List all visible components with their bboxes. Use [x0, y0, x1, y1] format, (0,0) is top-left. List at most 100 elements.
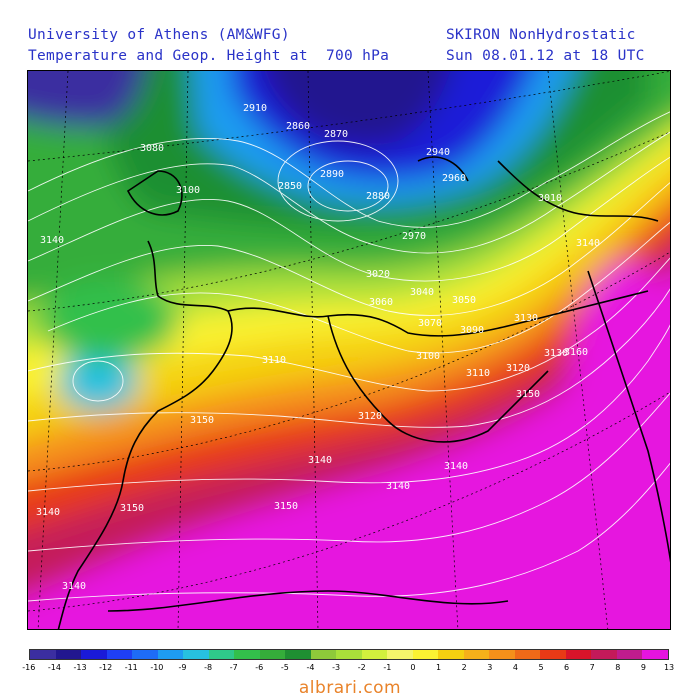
colorbar-swatch: [591, 650, 617, 659]
contour-label: 3150: [190, 415, 214, 426]
contour-label: 2880: [366, 191, 390, 202]
colorbar-swatch: [285, 650, 311, 659]
contour-label: 2850: [278, 181, 302, 192]
forecast-map-graphic: 2910 2860 2870 2940 2960 3010 3080 3100 …: [28, 71, 670, 629]
colorbar-label: -16: [22, 663, 36, 672]
colorbar-label: 9: [640, 663, 646, 672]
contour-labels: 2910 2860 2870 2940 2960 3010 3080 3100 …: [36, 103, 600, 592]
contour-label: 3060: [369, 297, 393, 308]
colorbar-label: 6: [564, 663, 570, 672]
contour-label: 3150: [120, 503, 144, 514]
colorbar-label: -8: [204, 663, 213, 672]
colorbar-label: -12: [99, 663, 113, 672]
colorbar-swatch: [106, 650, 133, 659]
colorbar-label: 1: [436, 663, 442, 672]
colorbar-label: 0: [410, 663, 416, 672]
colorbar-swatch: [157, 650, 184, 659]
colorbar-label: -9: [178, 663, 187, 672]
contour-label: 3100: [176, 185, 200, 196]
contour-label: 3140: [40, 235, 64, 246]
colorbar-label: -5: [280, 663, 289, 672]
colorbar-label: -7: [229, 663, 238, 672]
contour-label: 3150: [274, 501, 298, 512]
colorbar-label: -1: [383, 663, 392, 672]
forecast-map: 2910 2860 2870 2940 2960 3010 3080 3100 …: [27, 70, 671, 630]
contour-label: 3010: [538, 193, 562, 204]
colorbar-swatch: [336, 650, 362, 659]
contour-label: 3140: [36, 507, 60, 518]
colorbar-swatch: [565, 650, 592, 659]
colorbar-label: -13: [73, 663, 87, 672]
colorbar-swatch: [514, 650, 541, 659]
contour-label: 3140: [444, 461, 468, 472]
contour-label: 3140: [576, 238, 600, 249]
contour-label: 2960: [442, 173, 466, 184]
contour-label: 2940: [426, 147, 450, 158]
contour-label: 3100: [416, 351, 440, 362]
colorbar-label: 7: [589, 663, 595, 672]
contour-label: 2890: [320, 169, 344, 180]
colorbar-swatch: [55, 650, 82, 659]
contour-label: 2910: [243, 103, 267, 114]
colorbar-label: 4: [512, 663, 518, 672]
colorbar-label: 5: [538, 663, 544, 672]
colorbar-swatch: [132, 650, 158, 659]
colorbar-swatch: [183, 650, 209, 659]
temperature-colorbar: [29, 649, 669, 660]
contour-label: 3040: [410, 287, 434, 298]
colorbar-swatch: [642, 650, 668, 659]
title-valid-time: Sun 08.01.12 at 18 UTC: [446, 48, 645, 64]
contour-label: 3140: [308, 455, 332, 466]
colorbar-label: 2: [461, 663, 467, 672]
colorbar-swatch: [489, 650, 515, 659]
contour-label: 3150: [516, 389, 540, 400]
contour-label: 3120: [506, 363, 530, 374]
colorbar-label: -2: [357, 663, 366, 672]
title-institution: University of Athens (AM&WFG): [28, 27, 290, 43]
colorbar-swatch: [234, 650, 260, 659]
contour-label: 2970: [402, 231, 426, 242]
contour-label: 3140: [62, 581, 86, 592]
colorbar-label: -10: [150, 663, 164, 672]
colorbar-label: 3: [487, 663, 493, 672]
coastlines: [57, 156, 670, 629]
colorbar-swatch: [361, 650, 388, 659]
temperature-field: [28, 71, 670, 629]
colorbar-label: 8: [615, 663, 621, 672]
title-model: SKIRON NonHydrostatic: [446, 27, 636, 43]
colorbar-label: -4: [306, 663, 315, 672]
geopotential-contours: [28, 111, 670, 602]
contour-label: 3090: [460, 325, 484, 336]
contour-label: 3080: [140, 143, 164, 154]
contour-label: 3070: [418, 318, 442, 329]
colorbar-label: -14: [47, 663, 61, 672]
colorbar-swatch: [438, 650, 464, 659]
title-variable: Temperature and Geop. Height at 700 hPa: [28, 48, 390, 64]
contour-label: 3120: [358, 411, 382, 422]
contour-label: 3050: [452, 295, 476, 306]
colorbar-swatch: [81, 650, 107, 659]
colorbar-swatch: [310, 650, 337, 659]
contour-label: 3110: [466, 368, 490, 379]
site-watermark: albrari.com: [298, 678, 402, 698]
contour-label: 3140: [386, 481, 410, 492]
contour-label: 3020: [366, 269, 390, 280]
colorbar-label: -6: [255, 663, 264, 672]
colorbar-label: -11: [124, 663, 138, 672]
graticule: [28, 71, 670, 629]
contour-label: 2860: [286, 121, 310, 132]
contour-label: 3130: [514, 313, 538, 324]
colorbar-swatch: [412, 650, 439, 659]
colorbar-swatch: [30, 650, 56, 659]
colorbar-swatch: [540, 650, 566, 659]
temperature-colorbar-labels: -16 -14 -13 -12 -11 -10 -9 -8 -7 -6 -5 -4 -3 -2 -1 0 1 2 3…: [16, 663, 682, 675]
contour-label: 3110: [262, 355, 286, 366]
colorbar-swatch: [387, 650, 413, 659]
colorbar-swatch: [208, 650, 235, 659]
colorbar-swatch: [463, 650, 490, 659]
colorbar-swatch: [259, 650, 286, 659]
colorbar-swatch: [616, 650, 643, 659]
contour-label: 3130: [544, 348, 568, 359]
colorbar-label: -3: [332, 663, 341, 672]
colorbar-label: 13: [663, 663, 675, 672]
